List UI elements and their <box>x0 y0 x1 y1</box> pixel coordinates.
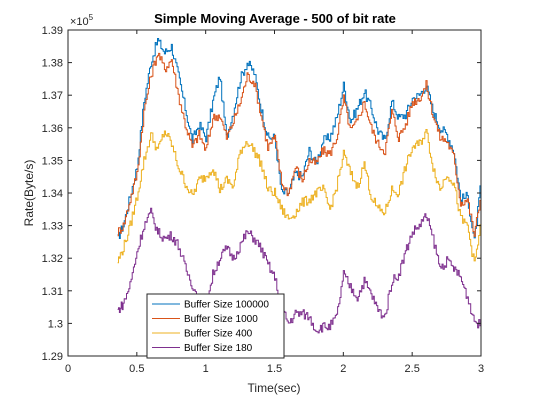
y-axis-label: Rate(Byte/s) <box>22 160 36 227</box>
y-tick-label: 1.36 <box>42 123 63 135</box>
y-tick-label: 1.34 <box>42 188 63 200</box>
series-line-2 <box>117 52 482 237</box>
series-layer <box>117 38 482 334</box>
legend-entry-label: Buffer Size 400 <box>184 329 253 340</box>
x-tick-label: 2 <box>340 363 346 375</box>
y-tick-label: 1.31 <box>42 286 63 298</box>
x-tick-label: 2.5 <box>405 363 420 375</box>
legend-entry-label: Buffer Size 100000 <box>184 300 269 311</box>
legend-entry-label: Buffer Size 180 <box>184 343 253 354</box>
y-tick-label: 1.29 <box>42 351 63 363</box>
y-exponent-base: ×10 <box>70 16 89 28</box>
x-axis-label: Time(sec) <box>248 381 301 395</box>
x-tick-label: 1 <box>203 363 209 375</box>
legend-entry-label: Buffer Size 1000 <box>184 314 258 325</box>
y-exponent-power: 5 <box>89 13 94 22</box>
y-tick-label: 1.37 <box>42 90 63 102</box>
x-tick-label: 3 <box>478 363 484 375</box>
ticks-layer: 0 0.5 1 1.5 2 2.5 3 1.29 1.3 1.31 1.32 1.33 1.34 1.35… <box>42 25 484 375</box>
y-exponent-label: ×105 <box>70 13 94 28</box>
y-tick-label: 1.32 <box>42 253 63 265</box>
series-line-3 <box>117 129 482 264</box>
y-tick-label: 1.3 <box>48 318 63 330</box>
y-tick-label: 1.38 <box>42 58 63 70</box>
y-tick-label: 1.35 <box>42 155 63 167</box>
x-tick-label: 1.5 <box>267 363 282 375</box>
legend: Buffer Size 100000 Buffer Size 1000 Buffer… <box>146 293 285 359</box>
x-tick-label: 0.5 <box>129 363 144 375</box>
y-tick-label: 1.39 <box>42 25 63 37</box>
series-line-4 <box>117 207 482 334</box>
chart-title: Simple Moving Average - 500 of bit rate <box>154 11 396 26</box>
x-tick-label: 0 <box>65 363 71 375</box>
y-tick-label: 1.33 <box>42 221 63 233</box>
svg-text:×105: ×105 <box>70 13 94 28</box>
